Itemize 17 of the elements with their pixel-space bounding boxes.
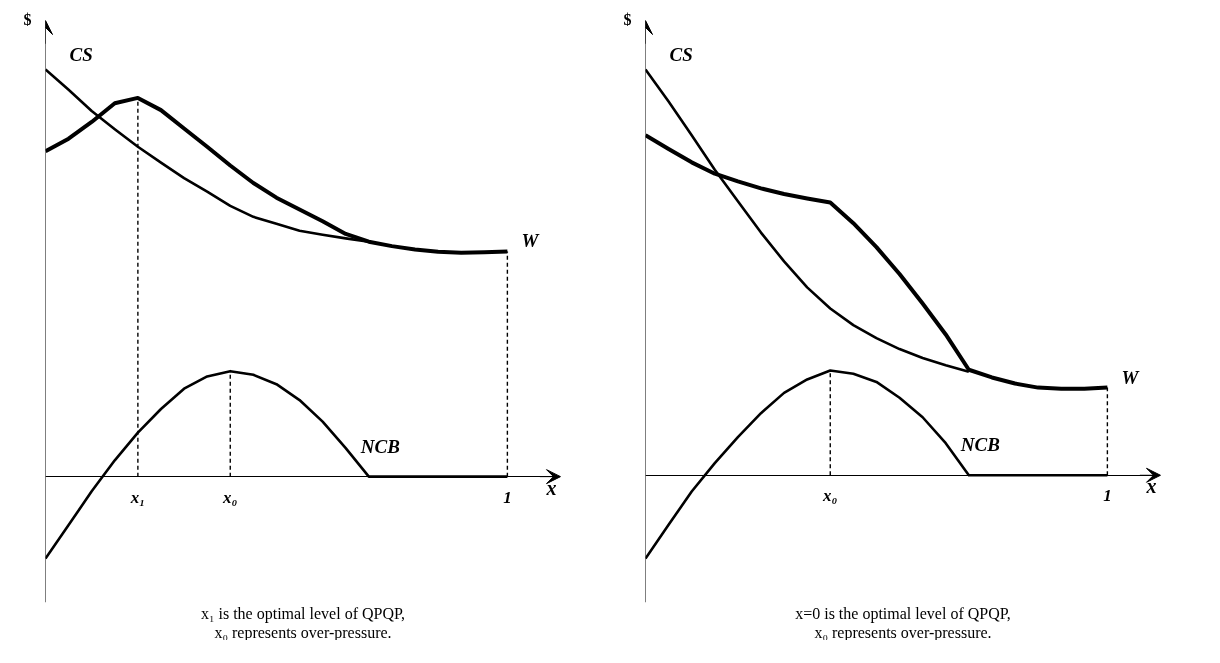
y-axis-title: $ (23, 10, 32, 28)
x-axis-title: x (1145, 475, 1157, 498)
x-tick-label: 1 (1103, 486, 1112, 506)
x-tick-label: x₀ (822, 486, 838, 506)
x-axis-title: x (545, 476, 557, 499)
series-label: W (1121, 366, 1140, 388)
x-tick-label: x₁ (129, 487, 146, 507)
series-label: NCB (959, 434, 1000, 456)
text: x=0 is the optimal level of QPQP, (795, 604, 1011, 623)
y-axis-title: $ (623, 10, 632, 28)
x-tick-label: 1 (503, 487, 512, 507)
x-tick-label: x₀ (222, 487, 238, 507)
series-label: CS (669, 44, 693, 66)
series-label: NCB (359, 435, 400, 457)
series-label: W (521, 230, 540, 252)
text: x₁ is the optimal level of QPQP, (200, 604, 406, 623)
series-label: CS (69, 44, 93, 66)
